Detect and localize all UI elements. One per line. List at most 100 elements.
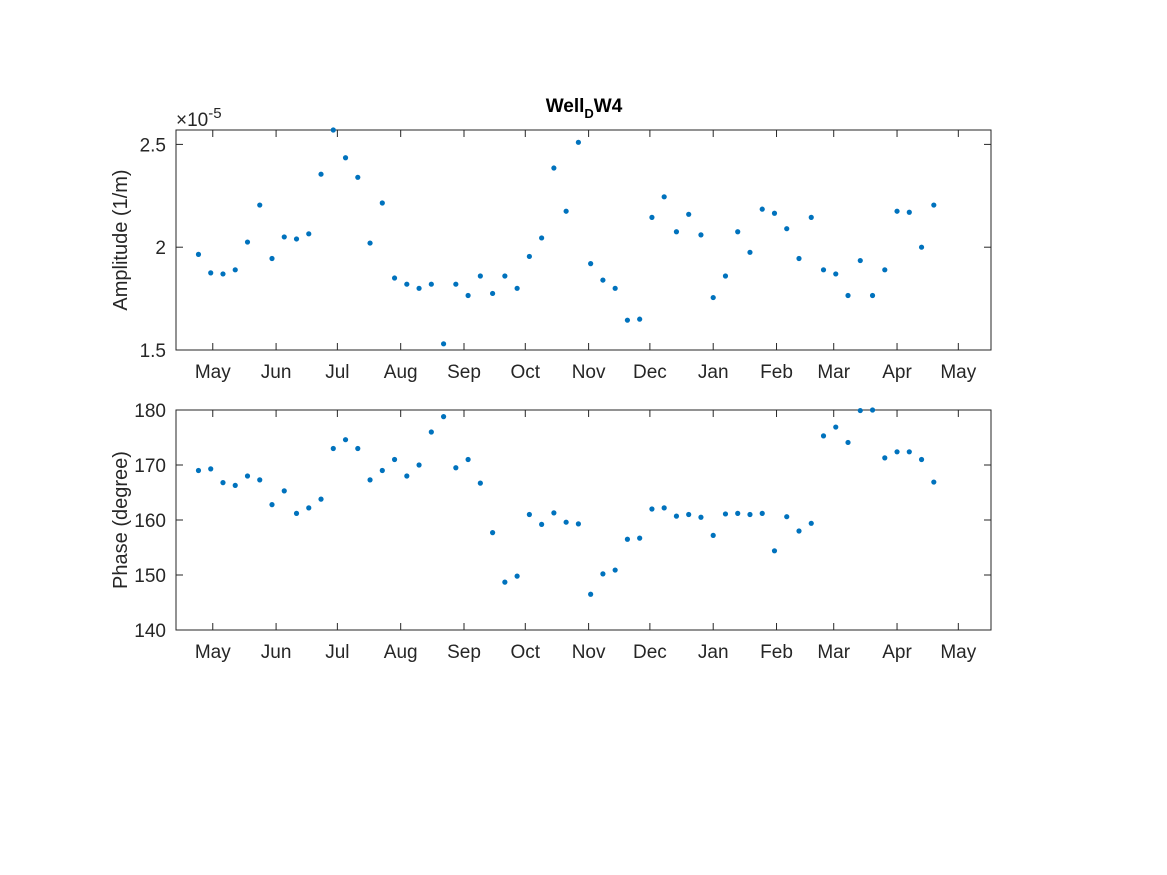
amplitude-data-point bbox=[833, 271, 839, 277]
phase-plot-frame bbox=[175, 409, 992, 631]
phase-xtick-label: Jul bbox=[325, 642, 349, 663]
phase-data-point bbox=[698, 514, 704, 520]
phase-data-point bbox=[771, 548, 778, 554]
amplitude-data-point bbox=[232, 267, 238, 273]
phase-data-point bbox=[563, 519, 569, 525]
phase-data-point bbox=[477, 480, 483, 486]
amplitude-data-point bbox=[784, 226, 790, 232]
amplitude-data-point bbox=[588, 261, 594, 267]
phase-data-point bbox=[306, 505, 312, 511]
amplitude-xtick-label: Dec bbox=[633, 362, 667, 383]
amplitude-data-point bbox=[796, 255, 802, 262]
amplitude-data-point bbox=[306, 231, 312, 237]
amplitude-data-point bbox=[539, 235, 545, 241]
phase-data-point bbox=[404, 473, 410, 479]
amplitude-xtick-label: Nov bbox=[572, 362, 606, 383]
phase-data-point bbox=[869, 407, 876, 413]
amplitude-data-point bbox=[661, 194, 667, 200]
amplitude-data-point bbox=[269, 255, 275, 262]
amplitude-data-point bbox=[918, 244, 925, 250]
amplitude-exponent-label: ×10-5 bbox=[176, 105, 222, 131]
amplitude-data-point bbox=[882, 267, 888, 273]
phase-data-point bbox=[735, 510, 741, 516]
amplitude-data-point bbox=[404, 281, 410, 287]
phase-data-point bbox=[440, 414, 447, 420]
amplitude-data-point bbox=[490, 290, 496, 297]
phase-data-point bbox=[318, 496, 324, 502]
amplitude-xtick-label: Jul bbox=[325, 362, 349, 383]
amplitude-data-point bbox=[257, 202, 263, 208]
amplitude-data-point bbox=[244, 239, 251, 245]
amplitude-data-point bbox=[318, 171, 324, 177]
phase-axes: May Jun Jul Aug Sep Oct Nov Dec Jan Feb Mar Apr May 1… bbox=[110, 401, 992, 663]
amplitude-data-point bbox=[771, 210, 778, 216]
phase-data-point bbox=[882, 455, 888, 461]
phase-data-point bbox=[918, 456, 925, 463]
phase-ytick-label: 180 bbox=[134, 401, 166, 422]
phase-data-point bbox=[784, 514, 790, 520]
phase-data-point bbox=[747, 511, 753, 518]
amplitude-data-point bbox=[698, 232, 704, 238]
amplitude-xtick-label: Aug bbox=[384, 362, 418, 383]
amplitude-data-point bbox=[293, 236, 300, 242]
phase-data-point bbox=[293, 510, 300, 516]
amplitude-data-point bbox=[514, 285, 520, 291]
phase-data-point bbox=[575, 521, 581, 527]
phase-data-point bbox=[600, 571, 606, 577]
amplitude-data-point bbox=[649, 214, 655, 220]
amplitude-xtick-label: Jun bbox=[261, 362, 292, 383]
amplitude-data-point bbox=[722, 273, 729, 279]
amplitude-ylabel: Amplitude (1/m) bbox=[110, 169, 132, 310]
phase-data-point bbox=[612, 567, 618, 573]
amplitude-data-point bbox=[747, 249, 753, 255]
amplitude-data-point bbox=[563, 208, 569, 214]
phase-data-point bbox=[624, 536, 631, 542]
phase-data-point bbox=[514, 573, 520, 579]
phase-xtick-label: Mar bbox=[817, 642, 850, 663]
phase-data-point bbox=[808, 520, 814, 526]
phase-ytick-label: 160 bbox=[134, 511, 166, 532]
phase-data-point bbox=[686, 511, 692, 518]
phase-xtick-label: Dec bbox=[633, 642, 667, 663]
phase-data-point bbox=[722, 511, 729, 517]
amplitude-data-point bbox=[453, 281, 459, 287]
phase-data-point bbox=[269, 502, 275, 508]
phase-data-point bbox=[637, 535, 643, 541]
phase-ytick-label: 150 bbox=[134, 566, 166, 587]
amplitude-data-point bbox=[379, 200, 385, 206]
phase-data-point bbox=[539, 521, 545, 528]
phase-xtick-label: Aug bbox=[384, 642, 418, 663]
amplitude-ytick-label: 1.5 bbox=[140, 341, 166, 362]
phase-xtick-label: Sep bbox=[447, 642, 481, 663]
amplitude-data-point bbox=[428, 281, 434, 287]
phase-data-point bbox=[894, 449, 900, 455]
phase-xtick-label: Nov bbox=[572, 642, 606, 663]
phase-data-point bbox=[661, 505, 667, 511]
amplitude-data-point bbox=[735, 229, 741, 235]
phase-data-point bbox=[208, 466, 214, 472]
phase-xtick-label: May bbox=[940, 642, 976, 663]
amplitude-data-point bbox=[686, 211, 692, 217]
amplitude-data-point bbox=[612, 285, 618, 291]
phase-data-point bbox=[220, 480, 226, 486]
phase-data-point bbox=[453, 465, 459, 471]
amplitude-xtick-label: Oct bbox=[511, 362, 541, 383]
amplitude-data-point bbox=[208, 270, 214, 276]
figure-title: WellDW4 bbox=[546, 96, 623, 121]
phase-data-point bbox=[367, 477, 373, 483]
amplitude-data-point bbox=[759, 206, 765, 212]
phase-data-point bbox=[759, 510, 765, 516]
amplitude-data-point bbox=[502, 273, 508, 279]
amplitude-data-point bbox=[477, 273, 483, 279]
phase-data-point bbox=[673, 513, 680, 519]
amplitude-data-point bbox=[869, 292, 876, 299]
amplitude-axes: May Jun Jul Aug Sep Oct Nov Dec Jan Feb Mar Apr May 1… bbox=[110, 105, 992, 383]
phase-data-point bbox=[931, 479, 937, 485]
phase-data-point bbox=[342, 437, 349, 443]
amplitude-data-point bbox=[894, 208, 900, 214]
phase-xtick-label: Jan bbox=[698, 642, 729, 663]
phase-data-point bbox=[244, 473, 251, 479]
amplitude-data-point bbox=[355, 174, 361, 180]
amplitude-data-point bbox=[391, 275, 398, 281]
phase-ytick-label: 140 bbox=[134, 621, 166, 642]
